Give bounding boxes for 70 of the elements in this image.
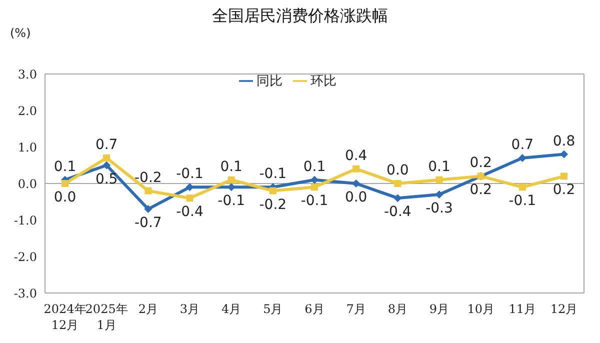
y-tick-label: 0.0 — [18, 176, 37, 191]
data-label: -0.2 — [259, 196, 287, 213]
data-label: -0.1 — [176, 166, 204, 182]
x-tick-label: 2024年 12月 — [44, 302, 86, 332]
x-tick-label: 6月 — [304, 302, 324, 316]
x-tick-label: 5月 — [263, 302, 283, 316]
point — [103, 154, 110, 162]
data-label: -0.4 — [176, 204, 204, 220]
data-label: -0.1 — [259, 166, 287, 182]
point — [518, 184, 526, 191]
data-label: 0.1 — [54, 158, 76, 175]
x-tick-label: 12月 — [550, 302, 578, 316]
data-label: -0.4 — [384, 204, 412, 220]
point — [352, 180, 360, 188]
point — [310, 176, 318, 184]
legend-label: 同比 — [256, 74, 282, 89]
data-label: 0.1 — [220, 158, 242, 175]
data-label: -0.1 — [218, 193, 245, 210]
x-tick-label: 2月 — [138, 302, 158, 316]
legend-label: 环比 — [310, 74, 336, 89]
y-axis-title: (%) — [10, 26, 31, 40]
point — [102, 161, 111, 170]
x-tick-label: 4月 — [222, 302, 242, 316]
data-label: 0.0 — [386, 162, 409, 178]
data-label: 0.2 — [470, 182, 492, 198]
y-tick-label: -2.0 — [14, 250, 37, 264]
x-tick-label: 3月 — [180, 302, 200, 316]
data-label: 0.2 — [470, 155, 492, 172]
data-label: 0.2 — [552, 182, 576, 198]
point — [144, 187, 152, 194]
point — [352, 165, 360, 172]
data-label: -0.3 — [426, 200, 453, 216]
y-tick-label: 3.0 — [18, 67, 37, 82]
data-label: 0.8 — [552, 133, 576, 150]
x-tick-label: 2025年 1月 — [85, 302, 128, 332]
point — [144, 205, 152, 214]
point — [436, 176, 443, 184]
data-label: 0.7 — [511, 136, 534, 153]
data-label: 0.0 — [54, 190, 76, 206]
data-label: 0.7 — [95, 136, 118, 153]
point — [560, 150, 568, 158]
point — [518, 154, 526, 162]
data-label: 0.4 — [344, 148, 368, 164]
point — [62, 180, 68, 187]
point — [435, 190, 444, 198]
x-tick-label: 8月 — [388, 302, 408, 316]
x-tick-label: 11月 — [508, 302, 536, 316]
y-tick-label: 1.0 — [18, 140, 37, 154]
data-label: 0.1 — [428, 158, 450, 175]
data-label: 0.5 — [95, 171, 118, 188]
x-tick-label: 7月 — [346, 302, 366, 316]
chart-title: 全国居民消费价格涨跌幅 — [211, 6, 389, 27]
y-tick-label: 2.0 — [18, 104, 37, 118]
y-tick-label: -1.0 — [14, 213, 37, 228]
point — [186, 194, 194, 202]
point — [394, 194, 402, 202]
data-label: 0.0 — [344, 190, 368, 206]
data-label: 0.1 — [303, 158, 326, 175]
x-tick-label: 10月 — [467, 302, 494, 316]
data-label: -0.1 — [508, 193, 536, 210]
data-label: -0.7 — [134, 215, 162, 232]
point — [394, 180, 402, 187]
data-label: -0.1 — [300, 193, 328, 210]
point — [560, 172, 568, 180]
point — [269, 187, 276, 194]
point — [311, 184, 318, 191]
point — [228, 176, 235, 184]
data-label: -0.2 — [134, 170, 162, 186]
x-tick-label: 9月 — [429, 302, 450, 316]
y-tick-label: -3.0 — [14, 286, 37, 300]
